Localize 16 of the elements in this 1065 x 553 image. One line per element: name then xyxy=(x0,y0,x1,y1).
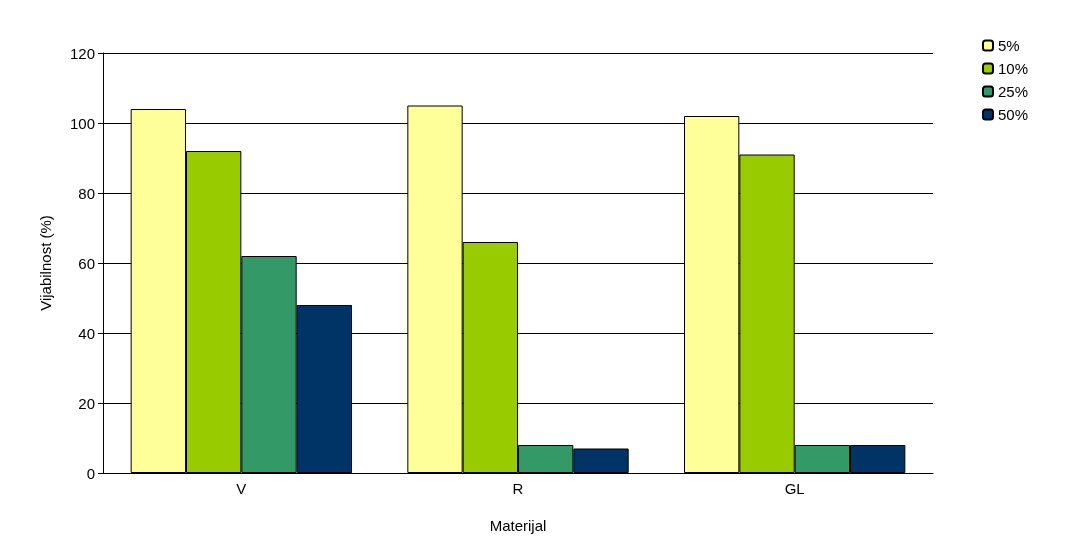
y-tick-label: 80 xyxy=(78,184,95,202)
x-tick-label: GL xyxy=(784,480,805,497)
legend-label: 50% xyxy=(997,106,1029,123)
x-tick-label: V xyxy=(236,480,247,497)
x-tick-label: R xyxy=(512,480,524,497)
y-tick-label: 120 xyxy=(69,44,95,62)
y-tick-label: 60 xyxy=(78,254,95,272)
legend-label: 10% xyxy=(997,60,1029,77)
legend-label: 25% xyxy=(997,83,1029,100)
y-tick-label: 20 xyxy=(78,394,95,412)
y-axis-title: Vijabilnost (%) xyxy=(37,215,54,311)
y-tick-label: 40 xyxy=(78,324,95,342)
y-tick-label: 0 xyxy=(86,464,95,482)
x-axis-title: Materijal xyxy=(489,517,547,534)
legend-label: 5% xyxy=(997,37,1020,54)
y-tick-label: 100 xyxy=(69,114,95,132)
